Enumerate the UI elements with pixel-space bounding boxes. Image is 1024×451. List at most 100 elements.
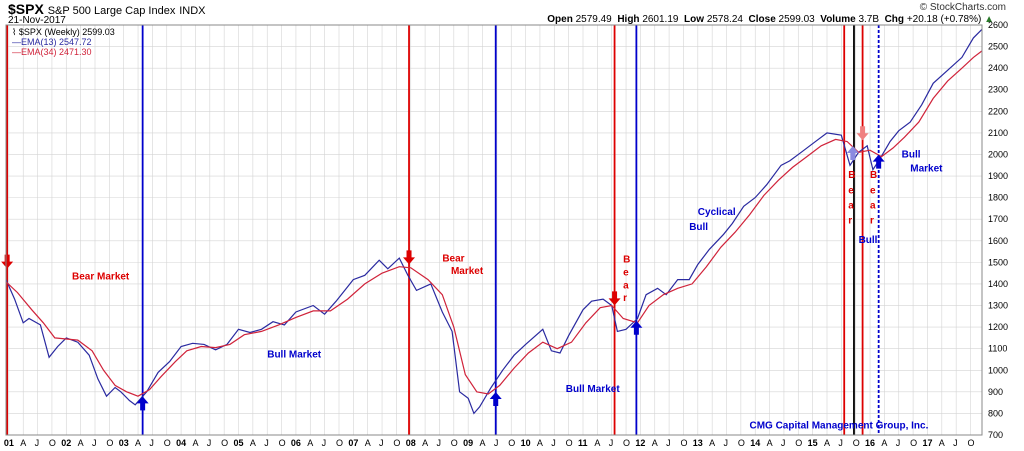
y-tick-label: 800	[988, 408, 1003, 418]
y-tick-label: 2300	[988, 85, 1008, 95]
annotation-label: Bear	[442, 253, 464, 264]
x-tick-label: 10	[521, 438, 531, 448]
x-tick-label: 02	[61, 438, 71, 448]
x-tick-label: A	[307, 438, 313, 448]
chg-value: +20.18 (+0.78%)	[906, 14, 982, 25]
x-tick-label: J	[322, 438, 327, 448]
volume-value: 3.7B	[858, 14, 880, 25]
y-tick-label: 2400	[988, 63, 1008, 73]
annotation-label: Bear Market	[72, 272, 130, 283]
annotation-label: a	[870, 200, 876, 211]
annotation-label: e	[623, 267, 629, 278]
x-tick-label: A	[594, 438, 600, 448]
y-tick-label: 1200	[988, 322, 1008, 332]
x-tick-label: J	[379, 438, 384, 448]
line-swatch-icon: —	[12, 37, 21, 47]
x-tick-label: J	[92, 438, 97, 448]
candle-icon: ⌇	[12, 27, 17, 37]
x-tick-label: 05	[234, 438, 244, 448]
y-tick-label: 1500	[988, 257, 1008, 267]
volume-label: Volume	[820, 14, 856, 25]
annotation-label: r	[623, 293, 627, 304]
x-tick-label: A	[422, 438, 428, 448]
x-tick-label: J	[781, 438, 786, 448]
x-tick-label: A	[652, 438, 658, 448]
x-tick-label: A	[709, 438, 715, 448]
x-tick-label: O	[106, 438, 113, 448]
x-tick-label: O	[49, 438, 56, 448]
x-tick-label: A	[939, 438, 945, 448]
arrow-up-icon	[630, 320, 643, 335]
x-tick-label: O	[853, 438, 860, 448]
high-label: High	[617, 14, 640, 25]
x-tick-label: 17	[922, 438, 932, 448]
arrow-down-icon	[1, 254, 14, 269]
x-tick-label: 01	[4, 438, 14, 448]
arrow-up-icon	[872, 154, 885, 169]
x-tick-label: 03	[119, 438, 129, 448]
open-value: 2579.49	[575, 14, 612, 25]
arrow-down-icon	[403, 250, 416, 265]
chart-symbol: $SPX S&P 500 Large Cap Index INDX	[8, 1, 206, 17]
y-tick-label: 1100	[988, 344, 1007, 354]
annotation-label: e	[848, 185, 854, 196]
x-tick-label: J	[264, 438, 269, 448]
y-tick-label: 1700	[988, 214, 1008, 224]
x-tick-label: A	[537, 438, 543, 448]
annotation-label: a	[848, 200, 854, 211]
x-tick-label: 07	[348, 438, 358, 448]
exchange-name: INDX	[179, 5, 206, 17]
close-value: 2599.03	[778, 14, 815, 25]
up-triangle-icon: ▲	[984, 14, 994, 25]
x-tick-label: A	[20, 438, 26, 448]
y-tick-label: 2500	[988, 42, 1008, 52]
arrow-down-icon	[856, 126, 869, 141]
y-tick-label: 900	[988, 387, 1003, 397]
x-tick-label: J	[666, 438, 671, 448]
plot-frame	[5, 24, 983, 436]
x-tick-label: O	[508, 438, 515, 448]
x-tick-label: O	[164, 438, 171, 448]
cycle-arrows	[1, 126, 885, 411]
x-tick-label: A	[881, 438, 887, 448]
ohlc-readout: Open 2579.49 High 2601.19 Low 2578.24 Cl…	[547, 14, 994, 25]
x-tick-label: J	[953, 438, 958, 448]
y-tick-label: 1300	[988, 301, 1008, 311]
x-tick-label: J	[838, 438, 843, 448]
x-tick-label: O	[738, 438, 745, 448]
x-tick-label: O	[336, 438, 343, 448]
x-tick-label: J	[609, 438, 614, 448]
x-tick-label: O	[279, 438, 286, 448]
y-tick-label: 2000	[988, 149, 1008, 159]
x-tick-label: A	[78, 438, 84, 448]
x-tick-label: J	[149, 438, 154, 448]
low-label: Low	[684, 14, 705, 25]
arrow-up-icon	[489, 392, 502, 406]
x-tick-label: O	[795, 438, 802, 448]
y-tick-label: 1900	[988, 171, 1008, 181]
x-tick-label: J	[551, 438, 556, 448]
x-tick-label: J	[207, 438, 212, 448]
annotation-label: Bull	[689, 222, 708, 233]
x-tick-label: 09	[463, 438, 473, 448]
x-tick-label: 16	[865, 438, 875, 448]
x-tick-label: J	[724, 438, 729, 448]
x-tick-label: J	[896, 438, 901, 448]
y-tick-label: 1600	[988, 236, 1008, 246]
x-tick-label: A	[480, 438, 486, 448]
y-tick-label: 700	[988, 430, 1003, 440]
y-tick-label: 2100	[988, 128, 1008, 138]
x-tick-label: 11	[578, 438, 588, 448]
high-value: 2601.19	[642, 14, 679, 25]
annotation-label: Bull	[902, 150, 921, 161]
x-tick-label: J	[436, 438, 441, 448]
x-tick-label: J	[494, 438, 499, 448]
x-tick-label: 04	[176, 438, 186, 448]
y-tick-label: 2600	[988, 20, 1008, 30]
annotation-label: a	[623, 280, 629, 291]
cycle-lines	[6, 25, 880, 435]
symbol-text: $SPX	[8, 1, 44, 17]
chart-grid	[6, 24, 982, 436]
